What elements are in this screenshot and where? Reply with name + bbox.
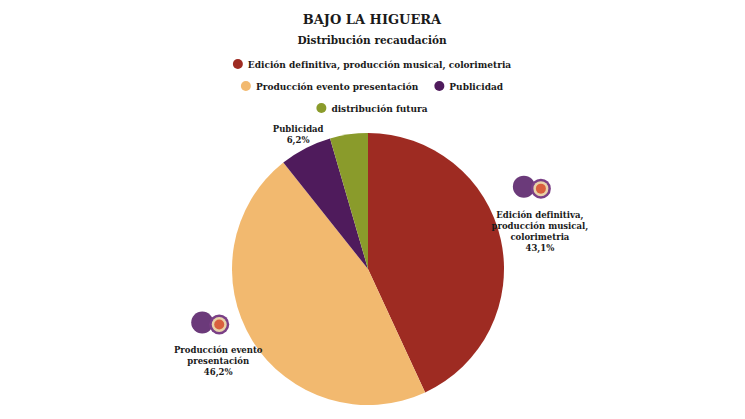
slice-label-line: Producción evento <box>174 345 263 355</box>
chart: BAJO LA HIGUERA Distribución recaudación E… <box>0 0 745 419</box>
slice-label: Producción eventopresentación <box>174 345 263 366</box>
slice-label-line: presentación <box>187 356 249 366</box>
legend-label: Edición definitiva, producción musical, … <box>248 60 511 71</box>
legend-swatch <box>434 81 444 91</box>
slice-value-label: 46,2% <box>204 367 233 378</box>
fig-seeds <box>536 184 546 194</box>
fig-icon <box>191 311 229 334</box>
legend-item: Edición definitiva, producción musical, … <box>233 59 511 71</box>
slice-value-label: 43,1% <box>525 243 554 254</box>
slice-label-line: Publicidad <box>273 124 324 134</box>
legend-swatch <box>233 59 243 69</box>
subtitle: Distribución recaudación <box>297 34 447 46</box>
fig-seeds <box>214 319 224 329</box>
legend-item: Producción evento presentación <box>241 81 419 92</box>
slice-label-line: colorimetria <box>510 232 569 242</box>
legend-label: Publicidad <box>449 82 503 92</box>
slice-label: Publicidad <box>273 124 324 134</box>
legend-label: distribución futura <box>331 104 427 114</box>
legend-item: distribución futura <box>316 103 427 114</box>
legend-label: Producción evento presentación <box>256 82 419 92</box>
data-labels: Edición definitiva,producción musical,co… <box>174 124 588 379</box>
legend-item: Publicidad <box>434 81 503 92</box>
fig-icon <box>513 176 551 199</box>
legend: Edición definitiva, producción musical, … <box>233 59 511 114</box>
slice-label: Edición definitiva,producción musical,co… <box>492 210 589 242</box>
fig-half <box>531 179 551 199</box>
fig-flesh <box>212 317 227 332</box>
fig-half <box>209 314 229 334</box>
slice-label-line: Edición definitiva, <box>496 210 583 221</box>
slice-label-line: producción musical, <box>492 221 589 232</box>
title: BAJO LA HIGUERA <box>303 12 442 27</box>
legend-swatch <box>241 81 251 91</box>
slice-value-label: 6,2% <box>287 135 310 146</box>
fig-flesh <box>533 181 548 196</box>
pie <box>232 133 504 405</box>
pie-slice <box>330 133 368 269</box>
legend-swatch <box>316 103 326 113</box>
